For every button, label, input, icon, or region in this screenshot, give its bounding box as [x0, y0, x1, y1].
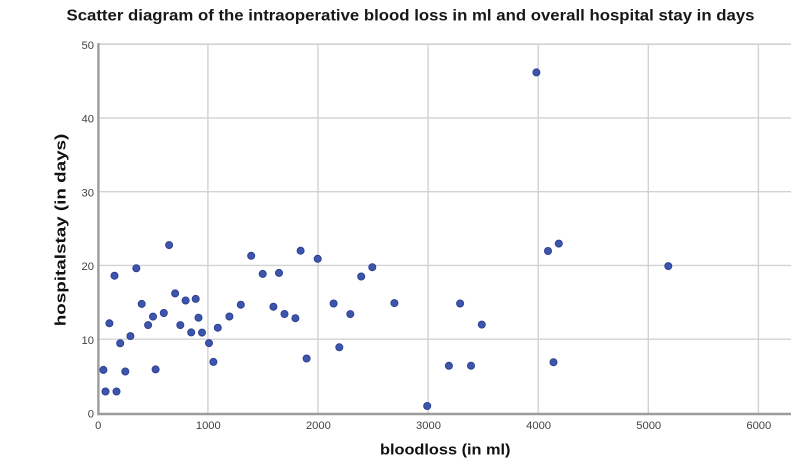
svg-text:10: 10	[82, 335, 94, 347]
svg-text:5000: 5000	[636, 420, 661, 432]
svg-text:2000: 2000	[306, 420, 331, 432]
svg-text:20: 20	[82, 261, 94, 273]
svg-text:3000: 3000	[416, 420, 441, 432]
svg-text:0: 0	[95, 420, 101, 432]
svg-text:6000: 6000	[746, 420, 771, 432]
svg-text:40: 40	[82, 114, 94, 126]
svg-text:50: 50	[82, 40, 94, 52]
svg-text:4000: 4000	[526, 420, 551, 432]
svg-text:0: 0	[88, 409, 94, 421]
svg-text:30: 30	[82, 187, 94, 199]
svg-text:Scatter diagram of the intraop: Scatter diagram of the intraoperative bl…	[67, 8, 755, 25]
svg-text:1000: 1000	[196, 420, 221, 432]
svg-text:hospitalstay (in days): hospitalstay (in days)	[53, 134, 70, 327]
svg-text:bloodloss (in ml): bloodloss (in ml)	[380, 442, 511, 459]
